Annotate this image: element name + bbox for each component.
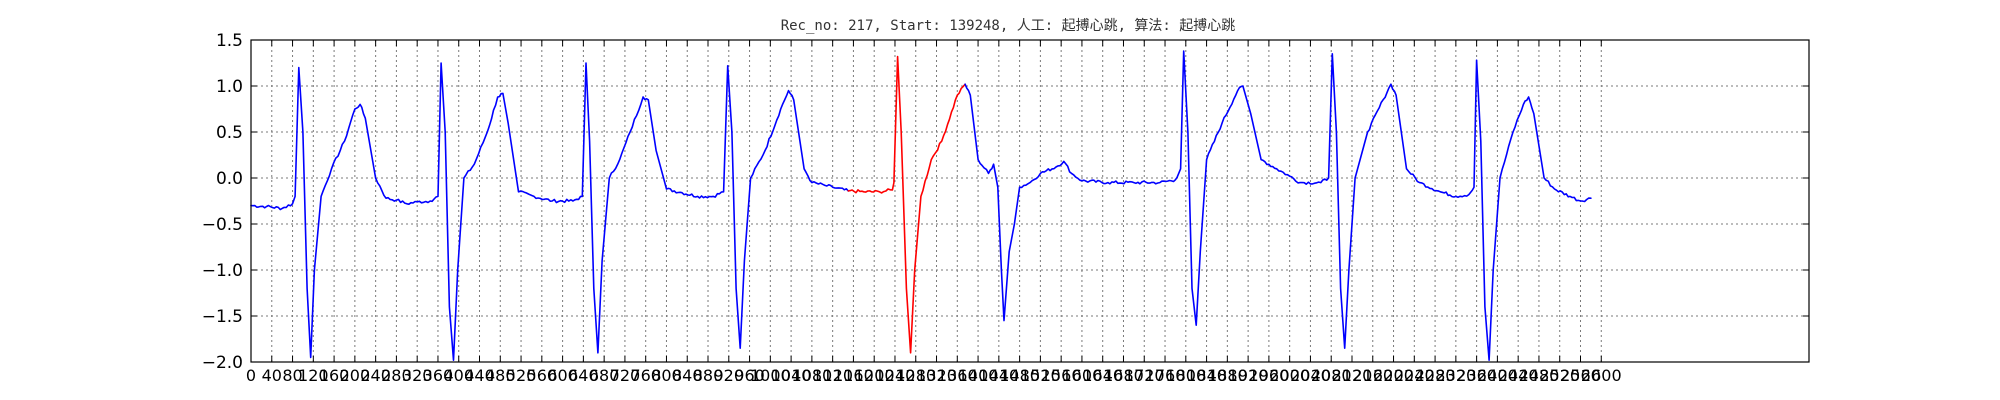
y-tick-label: 0.5 bbox=[216, 123, 243, 143]
y-tick-label: 0.0 bbox=[216, 169, 243, 189]
y-tick-label: −1.5 bbox=[202, 307, 243, 327]
series-layer bbox=[251, 51, 1591, 360]
y-tick-label: −2.0 bbox=[202, 353, 243, 373]
plot-frame bbox=[251, 40, 1809, 362]
x-tick-label: 40 bbox=[262, 366, 282, 385]
ecg-series-line-1 bbox=[848, 57, 965, 353]
grid-layer bbox=[251, 40, 1809, 362]
x-tick-label: 0 bbox=[246, 366, 256, 385]
y-tick-label: 1.5 bbox=[216, 31, 243, 51]
x-axis: 0 40 8012016020024028032036040044048052056… bbox=[246, 40, 1622, 385]
chart-title: Rec_no: 217, Start: 139248, 人工: 起搏心跳, 算法… bbox=[781, 17, 1236, 34]
y-tick-label: −1.0 bbox=[202, 261, 243, 281]
x-tick-label: 2600 bbox=[1581, 366, 1622, 385]
y-tick-label: −0.5 bbox=[202, 215, 243, 235]
ecg-series-line-0 bbox=[251, 63, 848, 360]
y-tick-label: 1.0 bbox=[216, 77, 243, 97]
